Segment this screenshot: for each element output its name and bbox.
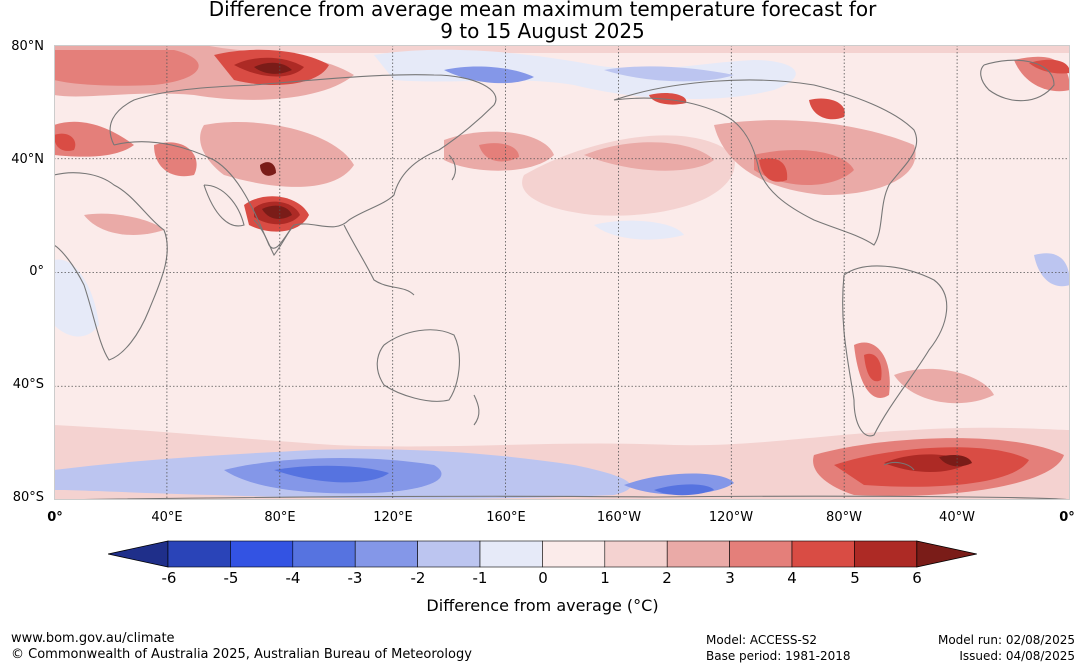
map-title-line-1: Difference from average mean maximum tem…: [208, 0, 877, 21]
anomaly-region: [54, 45, 1070, 53]
lon-label-120w: 120°W: [708, 510, 754, 525]
colorbar-tick-label: 3: [725, 569, 735, 587]
coastline-se-asia: [343, 224, 415, 296]
coastline-africa: [54, 172, 168, 361]
anomaly-region: [260, 162, 276, 176]
colorbar-tick-label: -6: [161, 569, 177, 587]
colorbar-tick-label: 5: [850, 569, 860, 587]
anomaly-region: [809, 98, 845, 120]
lat-label-40s: 40°S: [12, 377, 44, 392]
anomaly-region: [84, 213, 164, 235]
anomaly-region: [864, 353, 882, 382]
colorbar-segment: [729, 540, 793, 568]
colorbar-title: Difference from average (°C): [426, 596, 659, 615]
colorbar-tick-label: -5: [223, 569, 239, 587]
colorbar-segment: [854, 540, 918, 568]
coastline-india: [253, 219, 295, 257]
colorbar-tick-label: 1: [600, 569, 610, 587]
colorbar-tick-label: -4: [285, 569, 301, 587]
coastline-arabia: [203, 184, 245, 227]
lat-label-80n: 80°N: [11, 39, 44, 54]
lon-label-0-right: 0°: [1059, 510, 1075, 525]
colorbar-tick-label: 4: [787, 569, 797, 587]
lon-label-80e: 80°E: [264, 510, 296, 525]
lat-label-equator: 0°: [29, 264, 44, 279]
colorbar-segment: [604, 540, 668, 568]
lon-label-160e: 160°E: [486, 510, 526, 525]
anomaly-region: [374, 49, 796, 100]
lat-label-80s: 80°S: [12, 490, 44, 505]
coastline-australia: [376, 329, 460, 402]
anomaly-region: [54, 259, 99, 337]
anomaly-region: [939, 455, 972, 467]
colorbar-segment: [230, 540, 294, 568]
coastline-eurasia: [109, 74, 497, 249]
anomaly-region: [274, 465, 389, 483]
anomaly-region: [54, 133, 76, 151]
model-text: Model: ACCESS-S2: [706, 633, 818, 647]
lon-label-80w: 80°W: [826, 510, 862, 525]
anomaly-region: [649, 92, 687, 105]
anomaly-region: [759, 158, 788, 182]
anomaly-region: [654, 484, 714, 496]
colorbar-segment: [666, 540, 730, 568]
anomaly-region: [200, 121, 354, 187]
lat-label-40n: 40°N: [11, 152, 44, 167]
lon-label-160w: 160°W: [596, 510, 642, 525]
coastline-antarctica: [54, 495, 1070, 500]
anomaly-region: [1029, 59, 1070, 74]
colorbar-tick-label: 6: [912, 569, 922, 587]
colorbar-tick-label: -1: [472, 569, 488, 587]
copyright-text: © Commonwealth of Australia 2025, Austra…: [11, 647, 472, 662]
colorbar-tick-label: 2: [662, 569, 672, 587]
colorbar-segment: [292, 540, 356, 568]
temperature-anomaly-map: [54, 45, 1070, 500]
lon-label-120e: 120°E: [373, 510, 413, 525]
anomaly-region: [254, 62, 292, 74]
anomaly-region: [444, 66, 534, 84]
colorbar-segment: [354, 540, 418, 568]
colorbar-tick-label: -3: [347, 569, 363, 587]
coastline-north-america: [613, 79, 918, 246]
colorbar-tick-label: 0: [538, 569, 548, 587]
colorbar-segment: [479, 540, 543, 568]
lon-label-0-left: 0°: [47, 510, 63, 525]
gridlines: [54, 45, 1070, 500]
lon-label-40e: 40°E: [151, 510, 183, 525]
anomaly-region: [262, 205, 292, 219]
coastline-japan: [448, 154, 456, 181]
colorbar-segment: [167, 540, 231, 568]
map-frame: [54, 45, 1070, 500]
map-title-line-2: 9 to 15 August 2025: [440, 19, 645, 43]
colorbar-extension-high: [916, 540, 977, 568]
anomaly-region: [604, 66, 734, 82]
coastline-antarctic-peninsula: [883, 461, 915, 471]
colorbar: [108, 540, 977, 568]
model-run-text: Model run: 02/08/2025: [937, 633, 1075, 647]
anomaly-region: [479, 143, 519, 162]
website-text: www.bom.gov.au/climate: [11, 631, 175, 646]
anomaly-region: [54, 50, 199, 86]
base-period-text: Base period: 1981-2018: [706, 649, 851, 663]
colorbar-tick-label: -2: [410, 569, 426, 587]
colorbar-extension-low: [108, 540, 169, 568]
issued-text: Issued: 04/08/2025: [959, 649, 1075, 663]
coastlines: [54, 59, 1070, 500]
colorbar-segment: [791, 540, 855, 568]
colorbar-segment: [542, 540, 606, 568]
anomaly-region: [584, 142, 714, 171]
anomaly-region: [154, 142, 197, 177]
coastline-south-america: [842, 265, 948, 437]
anomaly-region: [594, 220, 684, 240]
coastline-greenland: [980, 59, 1055, 102]
anomaly-region: [1034, 253, 1070, 287]
colorbar-segment: [417, 540, 481, 568]
coastline-nz: [473, 394, 480, 426]
lon-label-40w: 40°W: [939, 510, 975, 525]
